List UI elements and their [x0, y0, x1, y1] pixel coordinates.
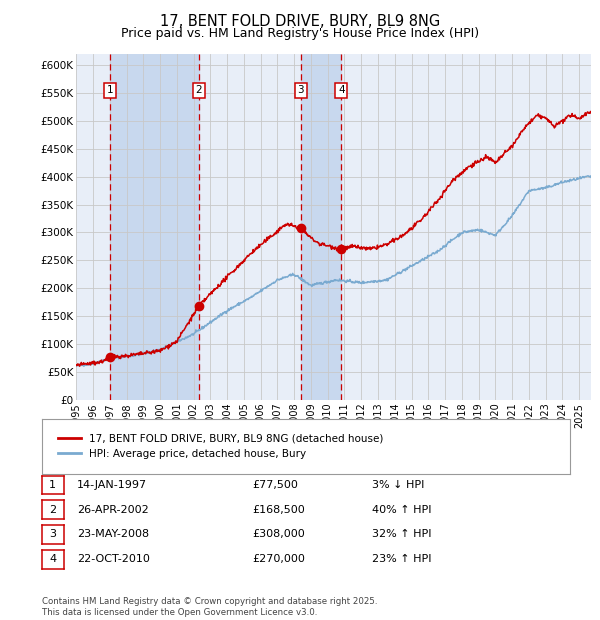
Text: 32% ↑ HPI: 32% ↑ HPI [372, 529, 431, 539]
Text: 2: 2 [49, 505, 56, 515]
Text: 3% ↓ HPI: 3% ↓ HPI [372, 480, 424, 490]
Text: £270,000: £270,000 [252, 554, 305, 564]
Text: £77,500: £77,500 [252, 480, 298, 490]
Text: 4: 4 [49, 554, 56, 564]
Bar [301, 54, 341, 400]
Text: £168,500: £168,500 [252, 505, 305, 515]
Text: 40% ↑ HPI: 40% ↑ HPI [372, 505, 431, 515]
Text: Price paid vs. HM Land Registry's House Price Index (HPI): Price paid vs. HM Land Registry's House … [121, 27, 479, 40]
Text: 1: 1 [49, 480, 56, 490]
Text: 4: 4 [338, 86, 344, 95]
Bar [110, 54, 199, 400]
Legend: 17, BENT FOLD DRIVE, BURY, BL9 8NG (detached house), HPI: Average price, detache: 17, BENT FOLD DRIVE, BURY, BL9 8NG (deta… [52, 428, 389, 464]
Text: 3: 3 [49, 529, 56, 539]
Text: 2: 2 [196, 86, 202, 95]
Text: 14-JAN-1997: 14-JAN-1997 [77, 480, 147, 490]
Text: 23% ↑ HPI: 23% ↑ HPI [372, 554, 431, 564]
Text: 23-MAY-2008: 23-MAY-2008 [77, 529, 149, 539]
Text: Contains HM Land Registry data © Crown copyright and database right 2025.
This d: Contains HM Land Registry data © Crown c… [42, 598, 377, 617]
Text: 1: 1 [107, 86, 114, 95]
Text: £308,000: £308,000 [252, 529, 305, 539]
Text: 22-OCT-2010: 22-OCT-2010 [77, 554, 149, 564]
Text: 17, BENT FOLD DRIVE, BURY, BL9 8NG: 17, BENT FOLD DRIVE, BURY, BL9 8NG [160, 14, 440, 29]
Text: 3: 3 [298, 86, 304, 95]
Text: 26-APR-2002: 26-APR-2002 [77, 505, 149, 515]
